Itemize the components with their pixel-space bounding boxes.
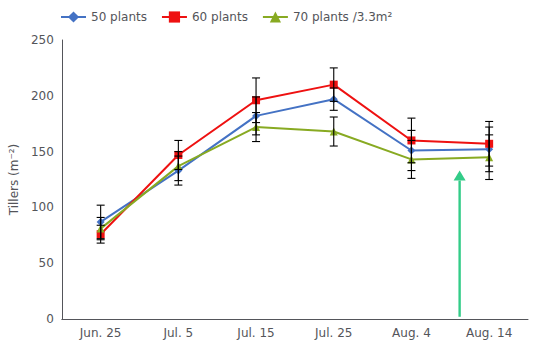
svg-text:70 plants /3.3m²: 70 plants /3.3m²	[293, 10, 393, 24]
svg-text:Jul. 5: Jul. 5	[162, 326, 193, 340]
svg-text:250: 250	[31, 33, 54, 47]
svg-text:Jul. 25: Jul. 25	[314, 326, 352, 340]
svg-text:Aug. 4: Aug. 4	[392, 326, 431, 340]
svg-text:60 plants: 60 plants	[192, 10, 248, 24]
svg-text:Tillers (m⁻²): Tillers (m⁻²)	[7, 144, 21, 217]
svg-text:Jun. 25: Jun. 25	[79, 326, 122, 340]
svg-text:200: 200	[31, 89, 54, 103]
svg-text:150: 150	[31, 145, 54, 159]
svg-text:50: 50	[39, 256, 54, 270]
svg-text:Aug. 14: Aug. 14	[466, 326, 512, 340]
svg-text:0: 0	[46, 312, 54, 326]
svg-text:100: 100	[31, 200, 54, 214]
svg-text:Jul. 15: Jul. 15	[236, 326, 274, 340]
svg-text:50 plants: 50 plants	[91, 10, 147, 24]
